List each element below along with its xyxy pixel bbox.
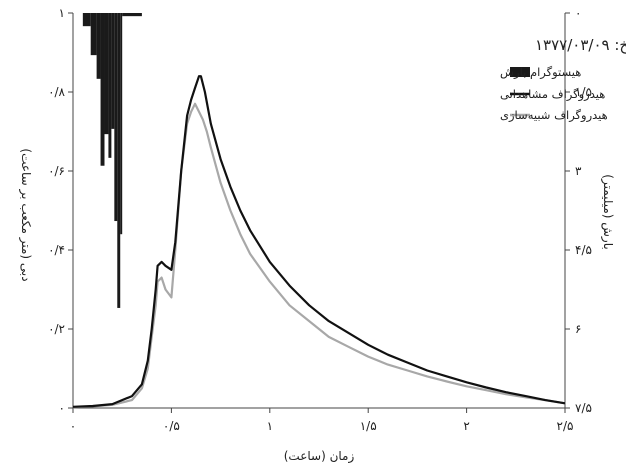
y-right-tick-label: ۱/۵ [575,85,592,99]
legend-label-histogram: هیستوگرام بارش [500,65,581,80]
rainfall-bar [82,13,91,27]
x-tick-label: ۱/۵ [360,419,377,433]
y-left-axis-title: دبی (متر مکعب بر ساعت) [18,148,33,281]
rainfall-bar [104,13,109,135]
x-tick-label: ۲ [463,419,469,433]
x-tick-label: ۰/۵ [163,419,180,433]
date-annotation: تاریخ: ۱۳۷۷/۰۳/۰۹ [535,36,626,54]
legend-swatch-histogram [510,67,530,77]
x-axis-title: زمان (ساعت) [284,449,355,464]
rainfall-bar [120,13,123,235]
y-left-tick-label: ۰/۶ [48,164,65,178]
y-right-tick-label: ۰ [575,6,581,20]
legend-label-simulated: هیدروگراف شبیه‌سازی [500,108,608,123]
x-tick-label: ۰ [70,419,76,433]
rainfall-bar [117,13,121,308]
rainfall-bar [100,13,105,166]
y-left-tick-label: ۰/۲ [48,322,65,336]
rainfall-bar [111,13,115,129]
x-tick-label: ۱ [267,419,273,433]
y-right-tick-label: ۳ [575,164,582,178]
y-right-tick-label: ۶ [575,322,581,336]
legend-label-observed: هیدروگراف مشاهداتی [500,87,605,102]
y-right-tick-label: ۷/۵ [575,401,592,415]
rainfall-bar [90,13,97,56]
rainfall-bar [108,13,112,158]
y-right-axis-title: بارش (میلیمتر) [600,174,615,249]
y-left-tick-label: ۰ [59,401,65,415]
y-left-tick-label: ۰/۸ [48,85,65,99]
rainfall-bar [96,13,101,79]
rainfall-bar [114,13,118,222]
rainfall-bar [122,13,142,17]
y-left-tick-label: ۱ [59,6,65,20]
legend: هیستوگرام بارش هیدروگراف مشاهداتی هیدروگ… [500,65,608,123]
y-right-tick-label: ۴/۵ [575,243,592,257]
simulated-hydrograph-line [72,102,566,409]
x-tick-label: ۲/۵ [557,419,574,433]
observed-hydrograph-line [72,75,566,408]
y-left-tick-label: ۰/۴ [48,243,65,257]
